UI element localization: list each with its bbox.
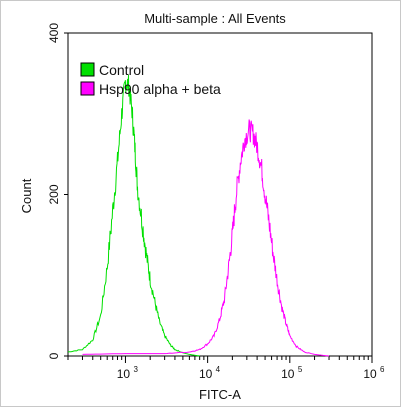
y-tick-label: 400 [47,23,61,43]
x-axis-label: FITC-A [199,387,241,402]
y-tick-label: 0 [47,352,61,359]
series-line-control [67,74,200,357]
chart-title: Multi-sample : All Events [144,11,286,26]
x-tick-exponent: 3 [133,365,138,374]
legend: Control Hsp90 alpha + beta [80,62,221,97]
y-axis-label: Count [19,178,34,213]
y-tick-label: 200 [47,184,61,204]
plot-area [67,32,373,357]
legend-swatch [80,81,95,96]
x-tick-exponent: 5 [298,365,303,374]
x-tick-label: 10 [281,367,295,381]
legend-swatch [80,62,95,77]
x-tick-exponent: 4 [216,365,221,374]
x-tick-label: 10 [199,367,213,381]
x-tick-label: 10 [363,367,377,381]
legend-label: Hsp90 alpha + beta [99,81,221,97]
series-line-hsp90 [82,119,330,357]
x-tick-exponent: 6 [380,365,385,374]
series-layer [67,74,330,357]
legend-label: Control [99,62,144,78]
x-tick-label: 10 [117,367,131,381]
